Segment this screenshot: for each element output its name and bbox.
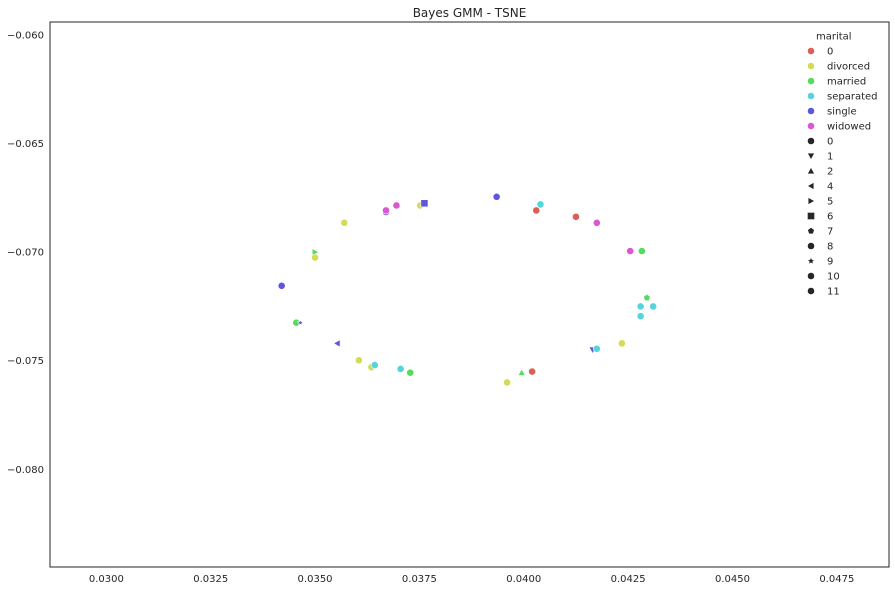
legend: marital 0 divorced married separated single wi… bbox=[806, 32, 878, 298]
legend-label: married bbox=[827, 77, 866, 88]
data-point bbox=[592, 218, 601, 227]
legend-marker bbox=[807, 77, 815, 85]
legend-label: widowed bbox=[827, 122, 871, 133]
legend-marker bbox=[807, 92, 815, 100]
data-point bbox=[340, 218, 349, 227]
x-tick-label: 0.0300 bbox=[89, 574, 124, 585]
data-point bbox=[396, 365, 405, 373]
legend-label: 1 bbox=[827, 152, 833, 163]
legend-label: 0 bbox=[827, 47, 833, 58]
y-tick-label: −0.075 bbox=[7, 356, 44, 367]
data-point bbox=[406, 368, 415, 377]
data-point bbox=[277, 281, 286, 290]
data-point bbox=[517, 368, 526, 376]
legend-hue-title: marital bbox=[816, 32, 852, 43]
y-tick-label: −0.060 bbox=[7, 31, 44, 42]
legend-label: separated bbox=[827, 92, 878, 103]
chart-title: Bayes GMM - TSNE bbox=[413, 6, 527, 20]
data-point bbox=[626, 247, 635, 255]
legend-label: divorced bbox=[827, 62, 870, 73]
data-point bbox=[592, 344, 601, 353]
legend-marker bbox=[807, 107, 815, 115]
x-axis: 0.0300 0.0325 0.0350 0.0375 0.0400 0.0425 0.04… bbox=[89, 574, 854, 585]
data-point bbox=[420, 199, 429, 208]
data-point bbox=[636, 302, 645, 311]
legend-label: 4 bbox=[827, 182, 833, 193]
x-tick-label: 0.0425 bbox=[611, 574, 646, 585]
data-point bbox=[332, 339, 341, 348]
data-point bbox=[311, 253, 319, 262]
data-point bbox=[649, 302, 658, 311]
plot-area bbox=[49, 21, 890, 568]
data-point bbox=[636, 312, 645, 321]
data-point bbox=[643, 293, 651, 301]
data-point bbox=[528, 367, 537, 376]
data-point bbox=[532, 206, 541, 215]
x-tick-label: 0.0450 bbox=[715, 574, 750, 585]
legend-marker bbox=[806, 256, 816, 265]
legend-label: 0 bbox=[827, 137, 833, 148]
y-tick-label: −0.080 bbox=[7, 465, 44, 476]
legend-marker bbox=[807, 196, 816, 206]
legend-marker bbox=[807, 62, 815, 70]
legend-label: 7 bbox=[827, 227, 833, 238]
x-tick-label: 0.0350 bbox=[298, 574, 333, 585]
legend-marker bbox=[806, 181, 815, 191]
x-tick-label: 0.0325 bbox=[193, 574, 228, 585]
legend-marker bbox=[807, 137, 815, 145]
data-points bbox=[277, 192, 658, 387]
legend-label: 6 bbox=[827, 212, 833, 223]
data-point bbox=[572, 212, 580, 221]
data-point bbox=[392, 201, 401, 210]
legend-label: 8 bbox=[827, 242, 833, 253]
data-point bbox=[296, 318, 305, 326]
legend-marker bbox=[807, 227, 815, 235]
x-tick-label: 0.0375 bbox=[402, 574, 437, 585]
data-point bbox=[637, 247, 646, 255]
x-tick-label: 0.0400 bbox=[506, 574, 541, 585]
legend-label: 2 bbox=[827, 167, 833, 178]
legend-marker bbox=[807, 287, 815, 295]
legend-marker bbox=[807, 122, 815, 130]
legend-marker bbox=[807, 272, 815, 280]
y-axis: −0.060 −0.065 −0.070 −0.075 −0.080 bbox=[7, 31, 44, 476]
legend-marker bbox=[807, 47, 815, 55]
legend-marker bbox=[807, 242, 815, 250]
legend-label: 11 bbox=[827, 287, 840, 298]
legend-marker bbox=[806, 152, 816, 161]
legend-label: 9 bbox=[827, 257, 833, 268]
data-point bbox=[503, 378, 511, 387]
y-tick-label: −0.070 bbox=[7, 248, 44, 259]
data-point bbox=[617, 339, 626, 348]
data-point bbox=[354, 356, 363, 365]
legend-marker bbox=[806, 166, 816, 175]
data-point bbox=[370, 361, 379, 369]
y-tick-label: −0.065 bbox=[7, 139, 44, 150]
data-point bbox=[492, 192, 501, 201]
data-point bbox=[536, 200, 545, 209]
legend-label: 5 bbox=[827, 197, 833, 208]
legend-label: 10 bbox=[827, 272, 840, 283]
x-tick-label: 0.0475 bbox=[819, 574, 854, 585]
legend-marker bbox=[807, 212, 815, 220]
plot-border bbox=[49, 21, 890, 568]
data-point bbox=[382, 206, 390, 215]
legend-label: single bbox=[827, 107, 857, 118]
